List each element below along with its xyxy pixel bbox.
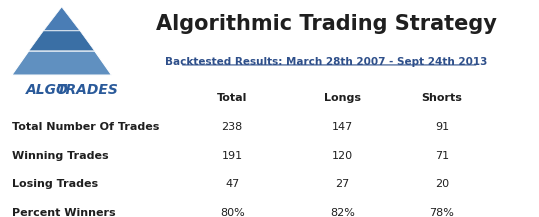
Text: 120: 120 [332, 151, 353, 161]
Text: TRADES: TRADES [56, 83, 118, 97]
Text: 27: 27 [335, 179, 349, 189]
Text: Longs: Longs [324, 94, 361, 104]
Text: 82%: 82% [330, 208, 355, 217]
Text: Winning Trades: Winning Trades [12, 151, 108, 161]
Text: 80%: 80% [220, 208, 245, 217]
Text: 78%: 78% [430, 208, 454, 217]
Text: Percent Winners: Percent Winners [12, 208, 115, 217]
Text: Backtested Results: March 28th 2007 - Sept 24th 2013: Backtested Results: March 28th 2007 - Se… [165, 57, 488, 67]
Polygon shape [43, 7, 80, 31]
Text: Shorts: Shorts [421, 94, 462, 104]
Text: Algorithmic Trading Strategy: Algorithmic Trading Strategy [156, 14, 497, 34]
Text: 20: 20 [435, 179, 449, 189]
Polygon shape [12, 51, 112, 75]
Text: 147: 147 [331, 122, 353, 132]
Text: Total Number Of Trades: Total Number Of Trades [12, 122, 159, 132]
Text: Losing Trades: Losing Trades [12, 179, 98, 189]
Text: 91: 91 [435, 122, 449, 132]
Text: Total: Total [217, 94, 247, 104]
Text: 71: 71 [435, 151, 449, 161]
Text: 191: 191 [222, 151, 243, 161]
Polygon shape [29, 31, 95, 51]
Text: 47: 47 [225, 179, 239, 189]
Text: ALGO: ALGO [26, 83, 68, 97]
Text: 238: 238 [222, 122, 243, 132]
